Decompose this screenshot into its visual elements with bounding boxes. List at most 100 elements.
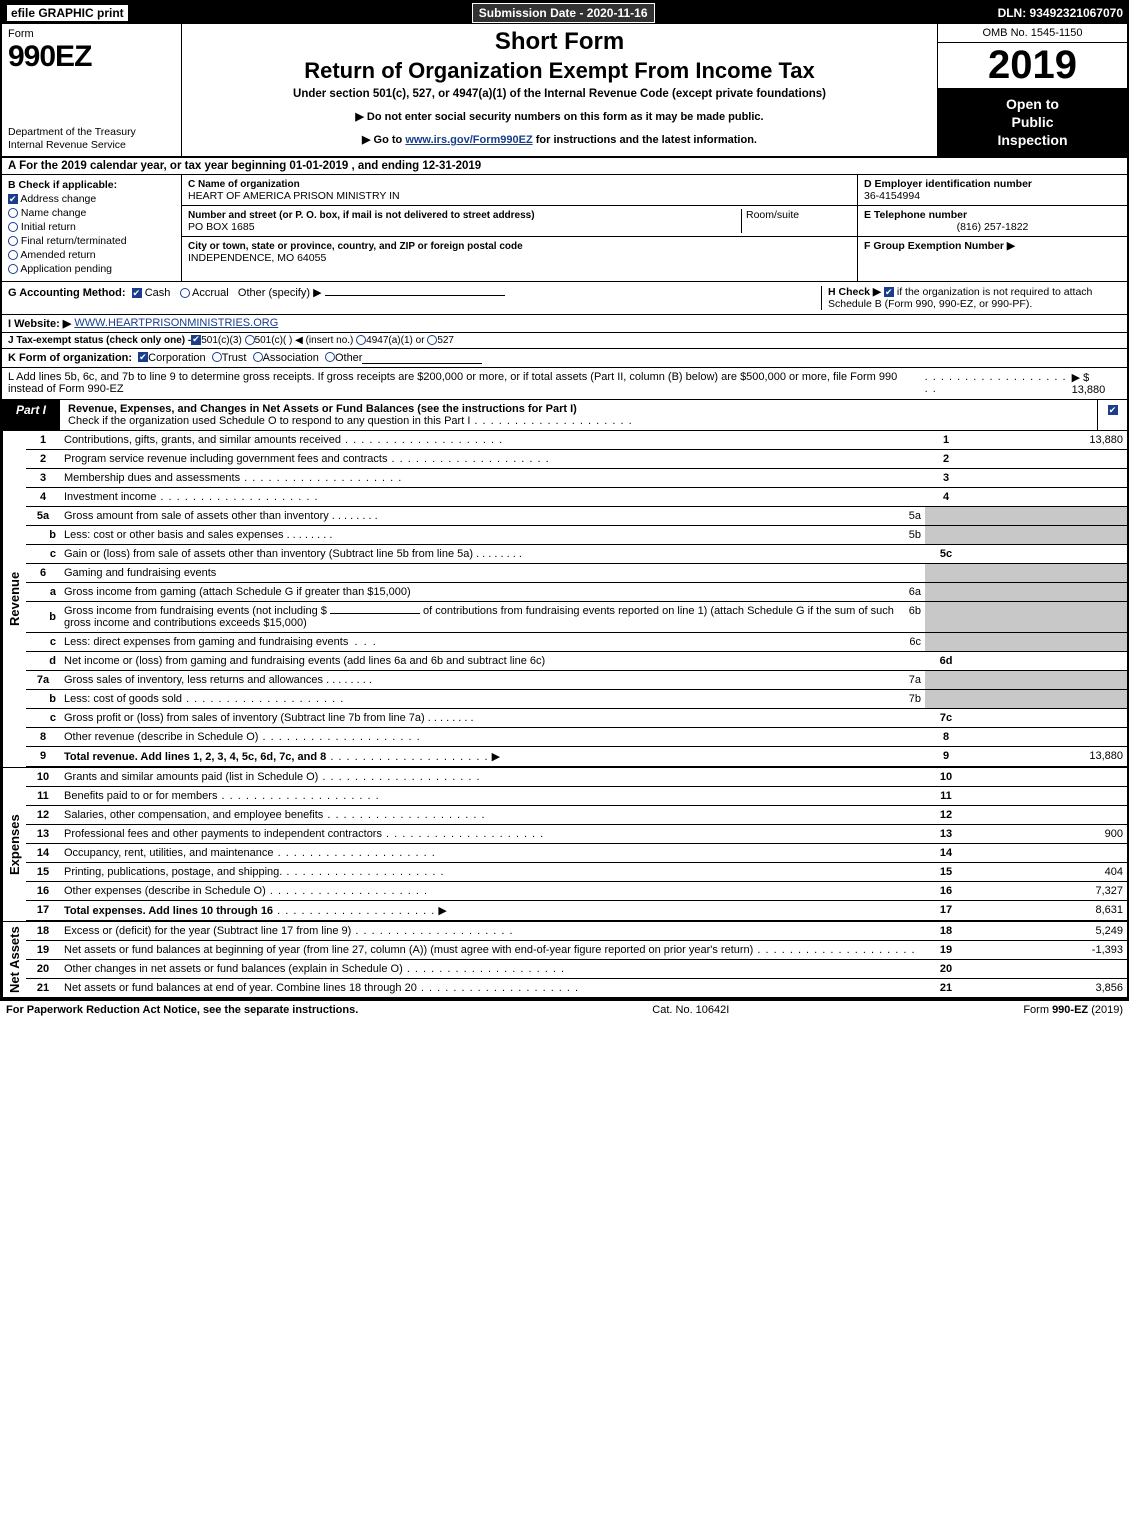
tax-year: 2019 xyxy=(938,43,1127,89)
ein-value: 36-4154994 xyxy=(864,190,920,202)
lbl-other-org: Other xyxy=(335,352,363,364)
line-9: 9Total revenue. Add lines 1, 2, 3, 4, 5c… xyxy=(26,746,1127,766)
line-5b: bLess: cost or other basis and sales exp… xyxy=(26,525,1127,544)
line-19: 19Net assets or fund balances at beginni… xyxy=(26,940,1127,959)
chk-527[interactable] xyxy=(427,335,437,345)
efile-badge[interactable]: efile GRAPHIC print xyxy=(6,4,129,22)
revenue-section: Revenue 1Contributions, gifts, grants, a… xyxy=(2,431,1127,768)
line-14: 14Occupancy, rent, utilities, and mainte… xyxy=(26,843,1127,862)
section-j: J Tax-exempt status (check only one) - 5… xyxy=(2,333,1127,349)
chk-501c[interactable] xyxy=(245,335,255,345)
line-17: 17Total expenses. Add lines 10 through 1… xyxy=(26,900,1127,920)
website-link[interactable]: WWW.HEARTPRISONMINISTRIES.ORG xyxy=(74,317,278,330)
chk-other-org[interactable] xyxy=(325,352,335,362)
net-assets-table: 18Excess or (deficit) for the year (Subt… xyxy=(26,922,1127,997)
notice2-post: for instructions and the latest informat… xyxy=(533,134,757,146)
lbl-name-change: Name change xyxy=(21,207,86,219)
dept-line1: Department of the Treasury xyxy=(8,126,136,138)
line-21: 21Net assets or fund balances at end of … xyxy=(26,978,1127,997)
e-phone-label: E Telephone number xyxy=(864,209,967,221)
part-1-subtitle: Check if the organization used Schedule … xyxy=(68,415,470,427)
open-line2: Public xyxy=(942,113,1123,131)
chk-schedule-b[interactable] xyxy=(884,287,894,297)
c-addr-label: Number and street (or P. O. box, if mail… xyxy=(188,210,535,221)
identity-block: B Check if applicable: Address change Na… xyxy=(2,175,1127,282)
room-suite-label: Room/suite xyxy=(741,209,851,233)
lbl-4947: 4947(a)(1) or xyxy=(366,335,424,346)
chk-name-change[interactable] xyxy=(8,208,18,218)
top-bar: efile GRAPHIC print Submission Date - 20… xyxy=(2,2,1127,24)
section-h: H Check ▶ if the organization is not req… xyxy=(821,286,1121,310)
chk-initial-return[interactable] xyxy=(8,222,18,232)
section-b-title: B Check if applicable: xyxy=(8,179,117,191)
line-2: 2Program service revenue including gover… xyxy=(26,449,1127,468)
l-dots xyxy=(925,371,1069,396)
line-20: 20Other changes in net assets or fund ba… xyxy=(26,959,1127,978)
chk-application-pending[interactable] xyxy=(8,264,18,274)
chk-association[interactable] xyxy=(253,352,263,362)
line-7b: bLess: cost of goods sold7b xyxy=(26,689,1127,708)
org-address: PO BOX 1685 xyxy=(188,221,255,233)
revenue-table: 1Contributions, gifts, grants, and simil… xyxy=(26,431,1127,767)
line-7c: cGross profit or (loss) from sales of in… xyxy=(26,708,1127,727)
vlabel-expenses: Expenses xyxy=(2,768,26,921)
lbl-cash: Cash xyxy=(145,287,171,299)
section-c: C Name of organization HEART OF AMERICA … xyxy=(182,175,857,281)
chk-address-change[interactable] xyxy=(8,194,18,204)
irs-link[interactable]: www.irs.gov/Form990EZ xyxy=(405,134,532,146)
form-number: 990EZ xyxy=(8,40,175,74)
part-1-title: Revenue, Expenses, and Changes in Net As… xyxy=(68,403,577,415)
l-amount: ▶ $ 13,880 xyxy=(1072,371,1121,396)
chk-501c3[interactable] xyxy=(191,335,201,345)
open-to-public: Open to Public Inspection xyxy=(938,89,1127,156)
lbl-527: 527 xyxy=(437,335,454,346)
chk-4947[interactable] xyxy=(356,335,366,345)
other-method-blank[interactable] xyxy=(325,295,505,296)
part-1-check xyxy=(1097,400,1127,430)
form-990ez-page: efile GRAPHIC print Submission Date - 20… xyxy=(0,0,1129,1001)
line-6a: aGross income from gaming (attach Schedu… xyxy=(26,582,1127,601)
line-7a: 7aGross sales of inventory, less returns… xyxy=(26,670,1127,689)
i-label: I Website: ▶ xyxy=(8,317,71,330)
header-left: Form 990EZ Department of the Treasury In… xyxy=(2,24,182,156)
part-1-header: Part I Revenue, Expenses, and Changes in… xyxy=(2,400,1127,431)
section-b-checkboxes: B Check if applicable: Address change Na… xyxy=(2,175,182,281)
open-line3: Inspection xyxy=(942,131,1123,149)
k-label: K Form of organization: xyxy=(8,352,132,364)
line-6c: cLess: direct expenses from gaming and f… xyxy=(26,632,1127,651)
vlabel-revenue: Revenue xyxy=(2,431,26,767)
chk-amended-return[interactable] xyxy=(8,250,18,260)
chk-schedule-o[interactable] xyxy=(1108,405,1118,415)
lbl-501c: 501(c)( ) ◀ (insert no.) xyxy=(255,335,354,346)
c-city-label: City or town, state or province, country… xyxy=(188,241,523,252)
lbl-application-pending: Application pending xyxy=(20,263,112,275)
form-word: Form xyxy=(8,28,175,40)
subtitle: Under section 501(c), 527, or 4947(a)(1)… xyxy=(293,88,826,100)
expenses-section: Expenses 10Grants and similar amounts pa… xyxy=(2,768,1127,922)
line-15: 15Printing, publications, postage, and s… xyxy=(26,862,1127,881)
footer-paperwork: For Paperwork Reduction Act Notice, see … xyxy=(6,1004,358,1016)
lbl-address-change: Address change xyxy=(20,193,96,205)
line-6b: bGross income from fundraising events (n… xyxy=(26,601,1127,632)
chk-cash[interactable] xyxy=(132,288,142,298)
other-org-blank[interactable] xyxy=(362,352,482,364)
line-6: 6Gaming and fundraising events xyxy=(26,563,1127,582)
title-return: Return of Organization Exempt From Incom… xyxy=(304,58,815,84)
section-d-e-f: D Employer identification number 36-4154… xyxy=(857,175,1127,281)
h-pre: H Check ▶ xyxy=(828,286,884,298)
line-18: 18Excess or (deficit) for the year (Subt… xyxy=(26,922,1127,941)
chk-trust[interactable] xyxy=(212,352,222,362)
line-1: 1Contributions, gifts, grants, and simil… xyxy=(26,431,1127,450)
lbl-trust: Trust xyxy=(222,352,247,364)
chk-final-return[interactable] xyxy=(8,236,18,246)
chk-accrual[interactable] xyxy=(180,288,190,298)
chk-corporation[interactable] xyxy=(138,352,148,362)
line-8: 8Other revenue (describe in Schedule O)8 xyxy=(26,727,1127,746)
line-4: 4Investment income4 xyxy=(26,487,1127,506)
section-k: K Form of organization: Corporation Trus… xyxy=(2,349,1127,368)
title-short-form: Short Form xyxy=(495,28,624,56)
page-footer: For Paperwork Reduction Act Notice, see … xyxy=(0,1001,1129,1019)
section-l: L Add lines 5b, 6c, and 7b to line 9 to … xyxy=(2,368,1127,400)
lbl-initial-return: Initial return xyxy=(21,221,76,233)
department: Department of the Treasury Internal Reve… xyxy=(8,126,175,151)
